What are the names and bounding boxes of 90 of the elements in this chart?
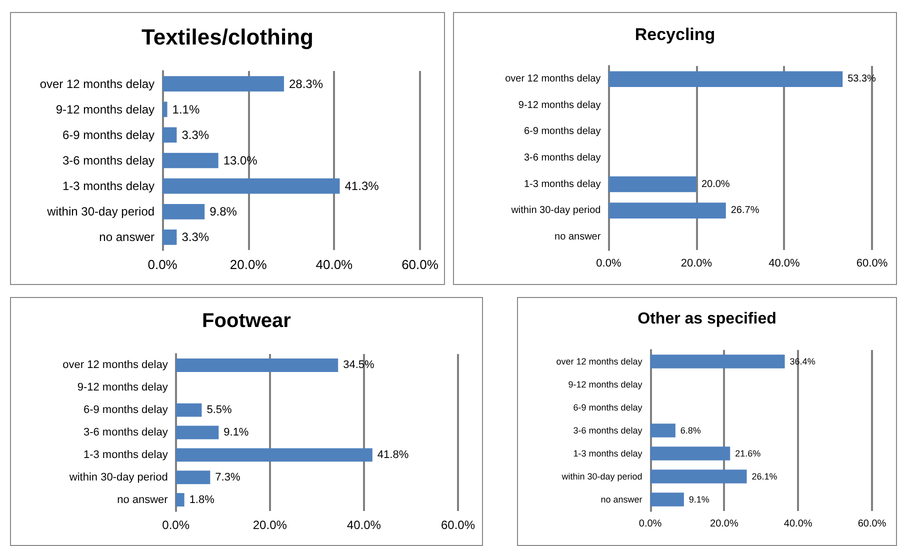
x-tick-label: 40.0% <box>346 518 382 532</box>
data-label: 9.8% <box>210 204 238 219</box>
bar <box>650 424 676 438</box>
x-tick-label: 40.0% <box>768 258 800 270</box>
bar <box>176 493 184 507</box>
x-tick-label: 0.0% <box>162 518 190 532</box>
bar <box>162 127 177 143</box>
x-tick-label: 0.0% <box>638 518 662 530</box>
y-tick-label: 6-9 months delay <box>524 126 601 138</box>
y-tick-label: 9-12 months delay <box>518 100 601 111</box>
x-tick-label: 60.0% <box>856 258 888 270</box>
bar <box>176 358 338 372</box>
bar <box>162 102 168 118</box>
y-tick-label: no answer <box>117 494 168 506</box>
y-tick-label: 3-6 months delay <box>83 426 168 438</box>
bar <box>162 230 177 245</box>
x-tick-label: 60.0% <box>440 518 476 532</box>
chart-title: Other as specified <box>638 310 776 328</box>
y-tick-label: 1-3 months delay <box>524 178 601 190</box>
data-label: 7.3% <box>215 471 240 484</box>
y-tick-label: within 30-day period <box>68 471 168 484</box>
y-tick-label: within 30-day period <box>510 205 601 216</box>
x-tick-label: 20.0% <box>252 518 288 532</box>
bar <box>176 426 219 440</box>
x-tick-label: 20.0% <box>230 257 268 272</box>
data-label: 53.3% <box>848 74 876 85</box>
bar <box>176 403 202 417</box>
data-label: 34.5% <box>343 359 374 372</box>
data-label: 13.0% <box>223 154 258 168</box>
data-label: 20.0% <box>701 178 730 190</box>
data-label: 3.3% <box>182 230 210 244</box>
data-label: 1.8% <box>189 494 215 506</box>
data-label: 21.6% <box>735 448 761 458</box>
data-label: 9.1% <box>224 426 249 438</box>
bar <box>162 152 218 168</box>
chart-title: Footwear <box>202 310 292 332</box>
x-tick-label: 40.0% <box>784 518 812 530</box>
bar <box>650 446 730 460</box>
bar <box>608 202 726 218</box>
bar <box>608 176 696 192</box>
y-tick-label: within 30-day period <box>46 204 155 219</box>
chart-title: Textiles/clothing <box>142 24 314 50</box>
y-tick-label: 1-3 months delay <box>573 448 643 458</box>
data-label: 9.1% <box>688 494 710 504</box>
data-label: 41.3% <box>344 179 380 194</box>
data-label: 28.3% <box>288 76 324 91</box>
bar <box>650 492 684 506</box>
data-label: 26.1% <box>752 472 778 482</box>
x-tick-label: 20.0% <box>710 518 738 530</box>
data-label: 5.5% <box>206 404 232 416</box>
y-tick-label: over 12 months delay <box>62 359 168 372</box>
chart-title: Recycling <box>634 25 716 44</box>
y-tick-label: over 12 months delay <box>40 76 155 91</box>
bar <box>176 470 210 484</box>
y-tick-label: 6-9 months delay <box>573 402 643 412</box>
data-label: 36.4% <box>790 356 816 366</box>
y-tick-label: within 30-day period <box>560 472 642 482</box>
y-tick-label: 1-3 months delay <box>62 179 155 194</box>
y-tick-label: over 12 months delay <box>505 74 601 85</box>
x-tick-label: 0.0% <box>148 257 178 272</box>
y-tick-label: 9-12 months delay <box>77 382 168 394</box>
y-tick-label: 6-9 months delay <box>62 128 155 142</box>
bar <box>162 178 340 194</box>
y-tick-label: 6-9 months delay <box>83 404 168 416</box>
y-tick-label: 1-3 months delay <box>83 448 168 461</box>
data-label: 41.8% <box>377 448 409 461</box>
y-tick-label: no answer <box>99 230 155 244</box>
data-label: 3.3% <box>182 128 210 142</box>
bar <box>650 354 785 368</box>
bar <box>162 76 284 92</box>
y-tick-label: 3-6 months delay <box>573 426 643 436</box>
x-tick-label: 40.0% <box>316 257 354 272</box>
y-tick-label: over 12 months delay <box>556 356 643 366</box>
y-tick-label: 3-6 months delay <box>62 154 155 168</box>
y-tick-label: no answer <box>600 494 642 504</box>
bar <box>650 470 747 484</box>
x-tick-label: 20.0% <box>680 258 712 270</box>
data-label: 6.8% <box>680 426 701 436</box>
y-tick-label: 9-12 months delay <box>568 380 643 390</box>
bar <box>162 204 205 220</box>
x-tick-label: 60.0% <box>402 257 439 272</box>
y-tick-label: 3-6 months delay <box>524 152 601 164</box>
y-tick-label: no answer <box>554 231 602 242</box>
y-tick-label: 9-12 months delay <box>56 102 155 116</box>
x-tick-label: 60.0% <box>858 518 886 530</box>
data-label: 1.1% <box>172 102 200 116</box>
data-label: 26.7% <box>730 205 760 216</box>
bar <box>176 448 372 462</box>
x-tick-label: 0.0% <box>596 258 622 270</box>
bar <box>608 71 843 88</box>
